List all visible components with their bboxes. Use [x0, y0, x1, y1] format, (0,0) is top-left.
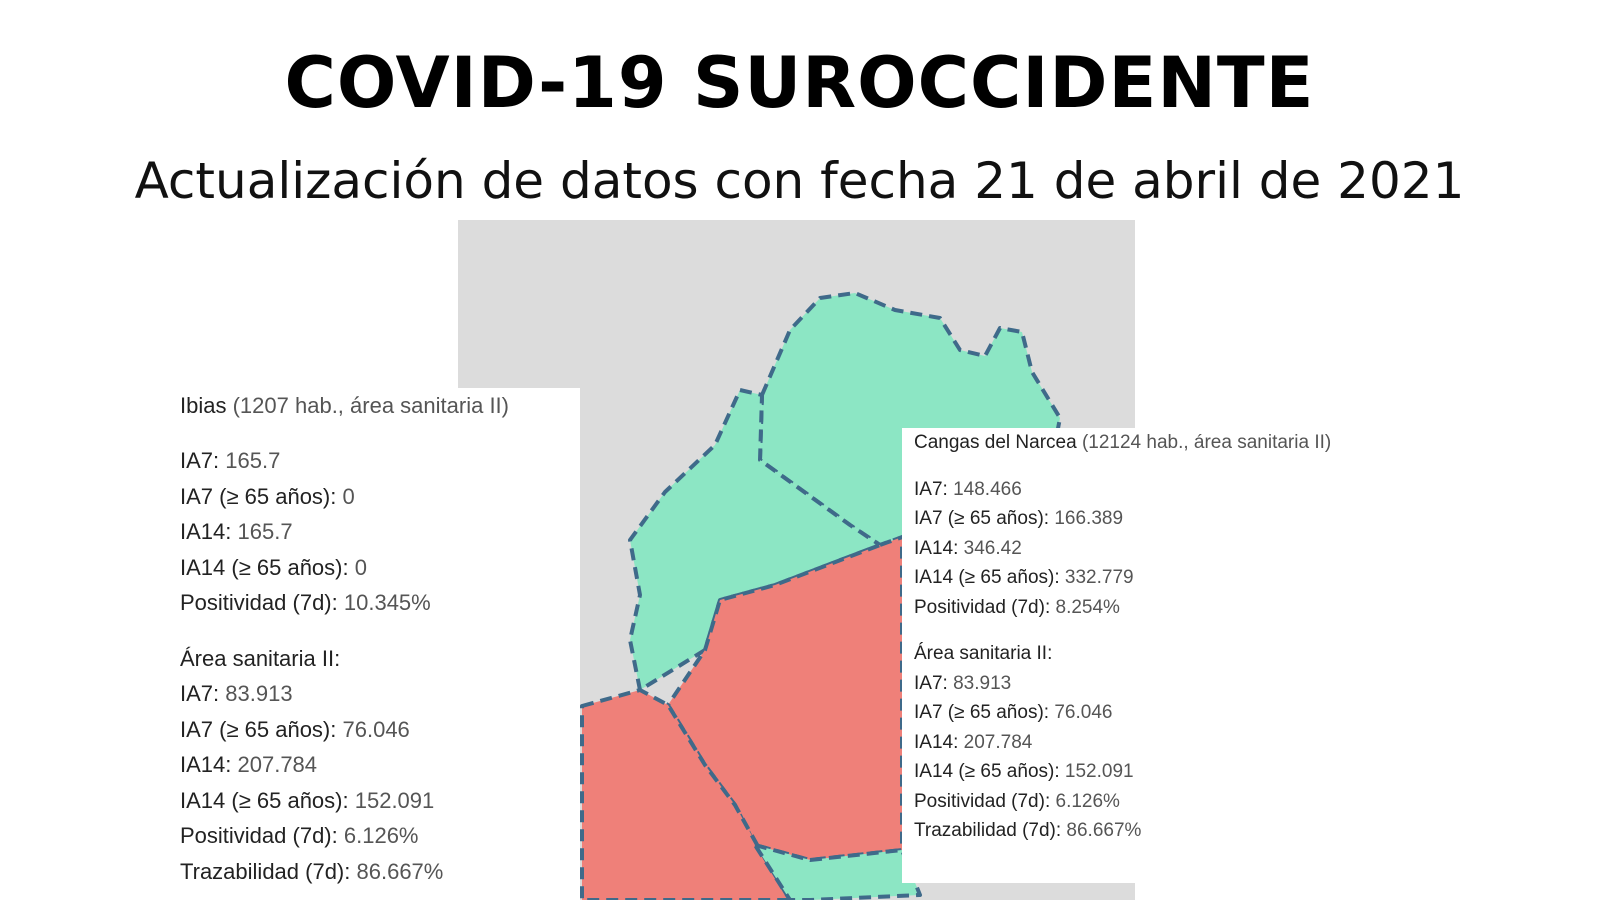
stat-row: Trazabilidad (7d): 86.667%	[180, 854, 580, 890]
stat-value: 148.466	[953, 478, 1022, 500]
stat-label: IA14 (≥ 65 años):	[180, 787, 349, 813]
region-south	[753, 843, 922, 900]
stat-row: IA7: 165.7	[180, 443, 580, 479]
stat-label: IA14:	[914, 731, 959, 753]
stat-value: 332.779	[1064, 567, 1134, 589]
stat-value: 0	[342, 483, 355, 509]
stat-row: IA14 (≥ 65 años): 152.091	[180, 783, 580, 819]
stat-row: IA7 (≥ 65 años): 166.389	[914, 504, 1392, 534]
spacer	[180, 424, 580, 444]
stat-row: IA14: 346.42	[914, 534, 1392, 564]
stat-label: IA7:	[180, 448, 220, 474]
stat-value: 6.126%	[1055, 790, 1120, 812]
place-details: (12124 hab., área sanitaria II)	[1081, 432, 1332, 453]
stat-label: IA7 (≥ 65 años):	[914, 508, 1050, 530]
stat-value: 6.126%	[343, 823, 419, 849]
stat-row: IA14: 165.7	[180, 514, 580, 550]
stat-label: IA14:	[180, 519, 232, 545]
stat-row: IA14 (≥ 65 años): 332.779	[914, 563, 1392, 593]
stat-value: 83.913	[953, 672, 1012, 694]
stat-row: IA14: 207.784	[914, 728, 1392, 758]
stat-label: Positividad (7d):	[914, 790, 1051, 812]
tooltip: Cangas del Narcea (12124 hab., área sani…	[902, 428, 1392, 883]
stat-row: IA7 (≥ 65 años): 76.046	[180, 712, 580, 748]
stat-value: 86.667%	[1066, 820, 1142, 842]
stat-row: Trazabilidad (7d): 86.667%	[914, 816, 1392, 846]
stat-row: IA7: 148.466	[914, 475, 1392, 505]
stat-row: Positividad (7d): 6.126%	[914, 787, 1392, 817]
stat-label: IA14:	[180, 752, 232, 778]
stat-label: IA7:	[180, 681, 220, 707]
stat-value: 0	[354, 554, 367, 580]
area-title: Área sanitaria II:	[914, 643, 1053, 665]
place-details: (1207 hab., área sanitaria II)	[232, 393, 509, 418]
stat-value: 346.42	[963, 537, 1022, 559]
tooltip-heading: Cangas del Narcea (12124 hab., área sani…	[914, 428, 1392, 458]
stat-value: 76.046	[342, 716, 410, 742]
stat-value: 10.345%	[343, 590, 431, 616]
tooltip-heading: Ibias (1207 hab., área sanitaria II)	[180, 388, 580, 424]
stat-label: IA7:	[914, 478, 948, 500]
stat-label: Positividad (7d):	[180, 823, 338, 849]
spacer	[180, 621, 580, 641]
stat-label: IA14 (≥ 65 años):	[914, 761, 1060, 783]
stat-value: 152.091	[1064, 761, 1134, 783]
stat-row: IA7: 83.913	[180, 676, 580, 712]
stat-row: IA14: 207.784	[180, 747, 580, 783]
stat-label: IA7 (≥ 65 años):	[914, 702, 1050, 724]
stat-label: Trazabilidad (7d):	[180, 858, 351, 884]
stat-row: IA7 (≥ 65 años): 0	[180, 479, 580, 515]
stat-label: IA14 (≥ 65 años):	[914, 567, 1060, 589]
stat-row: Positividad (7d): 8.254%	[914, 593, 1392, 623]
stat-row: IA14 (≥ 65 años): 152.091	[914, 757, 1392, 787]
place-name: Ibias	[180, 393, 227, 418]
stat-value: 8.254%	[1055, 596, 1120, 618]
stat-label: Positividad (7d):	[180, 590, 338, 616]
stat-value: 207.784	[237, 752, 318, 778]
stat-row: IA7 (≥ 65 años): 76.046	[914, 698, 1392, 728]
stat-value: 76.046	[1054, 702, 1113, 724]
stat-value: 166.389	[1054, 508, 1124, 530]
stat-value: 165.7	[237, 519, 293, 545]
stat-label: IA7 (≥ 65 años):	[180, 483, 337, 509]
spacer	[914, 622, 1392, 639]
stat-value: 152.091	[354, 787, 435, 813]
stat-label: IA14 (≥ 65 años):	[180, 554, 349, 580]
stat-value: 165.7	[225, 448, 281, 474]
stat-row: Positividad (7d): 6.126%	[180, 818, 580, 854]
place-name: Cangas del Narcea	[914, 432, 1077, 453]
stat-value: 83.913	[225, 681, 293, 707]
stat-label: Positividad (7d):	[914, 596, 1051, 618]
subtitle: Actualización de datos con fecha 21 de a…	[134, 152, 1465, 210]
stat-value: 86.667%	[356, 858, 444, 884]
area-title: Área sanitaria II:	[180, 645, 341, 671]
stat-label: IA7 (≥ 65 años):	[180, 716, 337, 742]
stat-value: 207.784	[963, 731, 1033, 753]
stat-row: IA14 (≥ 65 años): 0	[180, 550, 580, 586]
stat-label: IA7:	[914, 672, 948, 694]
region-southwest	[580, 688, 792, 900]
stat-label: Trazabilidad (7d):	[914, 820, 1062, 842]
stat-row: Positividad (7d): 10.345%	[180, 585, 580, 621]
stat-label: IA14:	[914, 537, 959, 559]
title: COVID-19 SUROCCIDENTE	[284, 42, 1315, 124]
spacer	[914, 458, 1392, 475]
tooltip: Ibias (1207 hab., área sanitaria II) IA7:…	[168, 388, 580, 900]
stat-row: IA7: 83.913	[914, 669, 1392, 699]
